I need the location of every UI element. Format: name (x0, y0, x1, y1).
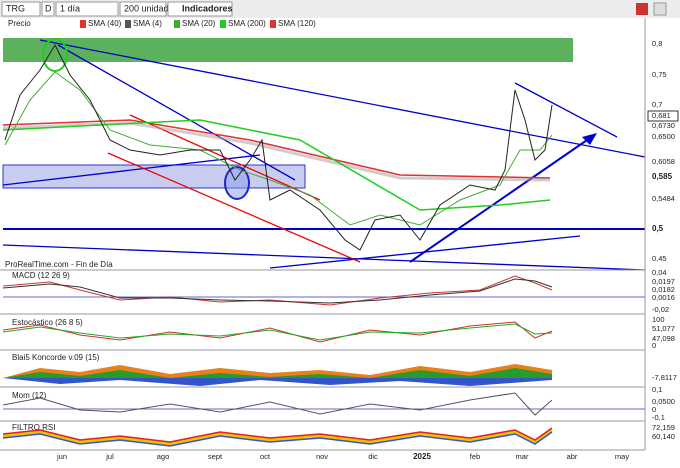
axis-label: 0,0016 (652, 293, 675, 302)
axis-label: 0,5 (652, 224, 664, 233)
koncorde-area (3, 368, 552, 378)
axis-label: 100 (652, 315, 665, 324)
arrow (409, 137, 591, 263)
axis-label: 0,0197 (652, 277, 675, 286)
axis-label: 0,45 (652, 254, 667, 263)
symbol: TRG (6, 3, 25, 13)
axis-label: 0,681 (652, 111, 671, 120)
marker (42, 38, 68, 72)
sma-120 (2, 121, 551, 182)
panel-title: FILTRO RSI (12, 423, 55, 432)
axis-label: -0,02 (652, 305, 669, 314)
trendline (514, 82, 618, 138)
legend-item: SMA (200) (228, 19, 266, 28)
mode-box[interactable] (41, 1, 55, 17)
price-axis: 0,8 0,75 0,7 0,681 0,6730 0,6500 0,6058 … (647, 39, 679, 263)
macd-line (2, 275, 553, 306)
zone (3, 38, 573, 62)
sma-200 (2, 119, 551, 179)
rsi-line (2, 431, 553, 447)
source: ProRealTime.com - Fin de Día (5, 260, 113, 269)
axis-label: 47,098 (652, 334, 675, 343)
icon[interactable] (653, 2, 667, 16)
x-label: feb (470, 452, 480, 461)
symbol-box[interactable] (1, 1, 41, 17)
panel-title: MACD (12 26 9) (12, 271, 70, 280)
axis-label: 0 (652, 405, 656, 414)
x-label: may (615, 452, 629, 461)
price-chart (2, 38, 646, 271)
axis-label: 0,04 (652, 268, 667, 277)
legend-item: SMA (20) (182, 19, 216, 28)
x-label: nov (316, 452, 328, 461)
legend-item: SMA (40) (88, 19, 122, 28)
x-label: jul (105, 452, 114, 461)
channel-line (107, 152, 361, 263)
sma-40 (2, 119, 551, 211)
koncorde-area (3, 378, 552, 386)
price (4, 43, 553, 251)
indicators: Indicadores (182, 3, 233, 13)
axis-label: 0,7 (652, 100, 662, 109)
axis-label: -0,1 (652, 413, 665, 422)
legend-swatches (80, 20, 276, 28)
arrowhead (582, 133, 597, 145)
rsi-band (2, 428, 553, 446)
stoch-d (2, 323, 553, 341)
axis-label: -7,8117 (652, 373, 677, 382)
swatch (125, 20, 131, 28)
trendline (2, 154, 261, 186)
trendline (39, 39, 646, 158)
x-label: oct (260, 452, 271, 461)
axis-label: 0,6730 (652, 121, 675, 130)
axis-label: 0,5484 (652, 194, 675, 203)
swatch (220, 20, 226, 28)
swatch (80, 20, 86, 28)
axis-label: 0,0500 (652, 397, 675, 406)
axis-label: 0,75 (652, 70, 667, 79)
swatch (174, 20, 180, 28)
x-axis: jun jul ago sept oct nov dic 2025 feb ma… (56, 452, 629, 461)
units: 200 unidades (124, 3, 179, 13)
mode: D (45, 3, 52, 13)
x-label: sept (208, 452, 223, 461)
swatch (270, 20, 276, 28)
mom-line (2, 392, 553, 416)
price-tag (647, 110, 679, 122)
signal-line (2, 278, 553, 304)
axis-label: 0,6500 (652, 132, 675, 141)
x-label: abr (567, 452, 578, 461)
x-label: jun (56, 452, 67, 461)
x-label: ago (157, 452, 170, 461)
panel-title: Blai5 Koncorde v.09 (15) (12, 353, 100, 362)
x-label: 2025 (413, 452, 431, 461)
trendline (57, 44, 296, 181)
marker (224, 166, 250, 200)
rsi-line (2, 427, 553, 443)
panel-title: Estocástico (26 8 5) (12, 318, 83, 327)
trendline (2, 244, 646, 271)
x-label: dic (368, 452, 378, 461)
legend-item: SMA (120) (278, 19, 316, 28)
axis-label: 0,1 (652, 385, 662, 394)
axis-label: 72,159 (652, 423, 675, 432)
indicators-box[interactable] (167, 1, 233, 17)
axis-label: 0 (652, 341, 656, 350)
period: 1 día (60, 3, 80, 13)
axis-label: 0,0182 (652, 285, 675, 294)
legend-item: SMA (4) (133, 19, 162, 28)
axis-label: 51,077 (652, 324, 675, 333)
axis-label: 60,140 (652, 432, 675, 441)
panel-title: Mom (12) (12, 391, 47, 400)
x-label: mar (516, 452, 529, 461)
period-box[interactable] (55, 1, 119, 17)
legend-item: Precio (8, 19, 31, 28)
icon[interactable] (636, 3, 648, 15)
axis-label: 0,8 (652, 39, 662, 48)
axis-label: 0,6058 (652, 157, 675, 166)
axis-label: 0,585 (652, 172, 673, 181)
units-box[interactable] (119, 1, 167, 17)
sma-20 (4, 71, 553, 226)
